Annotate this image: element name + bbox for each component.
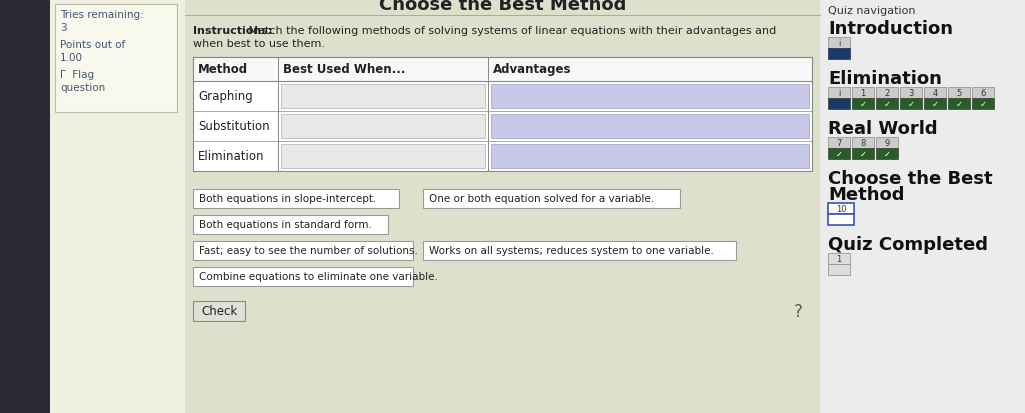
Text: i: i [837,89,840,98]
Text: Real World: Real World [828,120,938,138]
Text: Graphing: Graphing [198,90,253,103]
Bar [924,99,946,110]
Text: 9: 9 [885,139,890,147]
Text: Instructions:: Instructions: [193,26,273,36]
Text: ✓: ✓ [980,100,986,109]
Text: Tries remaining:: Tries remaining: [60,10,144,20]
Text: Elimination: Elimination [828,70,942,88]
Text: 6: 6 [980,89,986,98]
Bar [948,99,970,110]
Bar [193,190,400,209]
Bar [876,138,898,149]
Bar [828,264,850,275]
Text: Best Used When...: Best Used When... [283,63,406,76]
Text: Introduction: Introduction [828,20,953,38]
Text: Both equations in slope-intercept.: Both equations in slope-intercept. [199,194,376,204]
Text: 10: 10 [835,204,847,214]
Bar [852,99,874,110]
Bar [972,88,994,99]
Text: ?: ? [793,302,803,320]
Text: Method: Method [828,185,904,204]
Text: Combine equations to eliminate one variable.: Combine equations to eliminate one varia… [199,272,438,282]
Text: question: question [60,83,106,93]
Text: ✓: ✓ [860,150,866,159]
Bar [828,88,850,99]
Text: 3: 3 [908,89,913,98]
Bar [50,0,184,413]
Text: ✓: ✓ [860,100,866,109]
Text: Advantages: Advantages [493,63,572,76]
Bar [193,242,413,260]
Bar [193,58,812,171]
Bar [828,49,850,60]
Text: 1: 1 [860,89,866,98]
Text: ✓: ✓ [955,100,962,109]
Text: Works on all systems; reduces system to one variable.: Works on all systems; reduces system to … [429,246,713,256]
Bar [948,88,970,99]
Bar [828,38,850,49]
Text: One or both equation solved for a variable.: One or both equation solved for a variab… [429,194,654,204]
Bar [852,88,874,99]
Text: Fast; easy to see the number of solutions.: Fast; easy to see the number of solution… [199,246,418,256]
Bar [828,254,850,264]
Bar [852,149,874,159]
Bar [828,204,854,214]
Text: Substitution: Substitution [198,120,270,133]
Bar [876,149,898,159]
Bar [193,301,245,321]
Text: Both equations in standard form.: Both equations in standard form. [199,220,372,230]
Bar [281,85,485,109]
Text: 7: 7 [836,139,842,147]
Text: Quiz Completed: Quiz Completed [828,235,988,254]
Bar [423,242,736,260]
Text: Choose the Best Method: Choose the Best Method [379,0,626,14]
Text: ✓: ✓ [884,100,891,109]
Text: Choose the Best: Choose the Best [828,170,992,188]
Bar [900,99,923,110]
Bar [0,0,50,413]
Bar [193,58,812,82]
Bar [972,99,994,110]
Text: ✓: ✓ [907,100,914,109]
Text: when best to use them.: when best to use them. [193,39,325,49]
Bar [423,190,680,209]
Bar [900,88,923,99]
Bar [491,85,809,109]
Text: i: i [837,39,840,48]
Bar [876,99,898,110]
Text: 5: 5 [956,89,961,98]
Bar [876,88,898,99]
Text: ✓: ✓ [835,150,843,159]
Text: 1: 1 [836,254,842,263]
Bar [55,5,177,113]
Bar [281,115,485,139]
Text: 8: 8 [860,139,866,147]
Bar [828,214,854,225]
Text: ✓: ✓ [884,150,891,159]
Bar [184,0,820,413]
Bar [924,88,946,99]
Text: Points out of: Points out of [60,40,125,50]
Text: Quiz navigation: Quiz navigation [828,6,915,16]
Text: 3: 3 [60,23,67,33]
Bar [820,0,1025,413]
Bar [828,99,850,110]
Text: 2: 2 [885,89,890,98]
Text: Elimination: Elimination [198,150,264,163]
Text: Γ  Flag: Γ Flag [60,70,94,80]
Bar [852,138,874,149]
Bar [193,216,388,235]
Bar [491,115,809,139]
Text: 4: 4 [933,89,938,98]
Text: 1.00: 1.00 [60,53,83,63]
Bar [193,267,413,286]
Bar [828,149,850,159]
Bar [491,145,809,169]
Text: Check: Check [201,305,237,318]
Bar [828,138,850,149]
Text: Match the following methods of solving systems of linear equations with their ad: Match the following methods of solving s… [245,26,776,36]
Text: Method: Method [198,63,248,76]
Text: ✓: ✓ [932,100,939,109]
Bar [281,145,485,169]
